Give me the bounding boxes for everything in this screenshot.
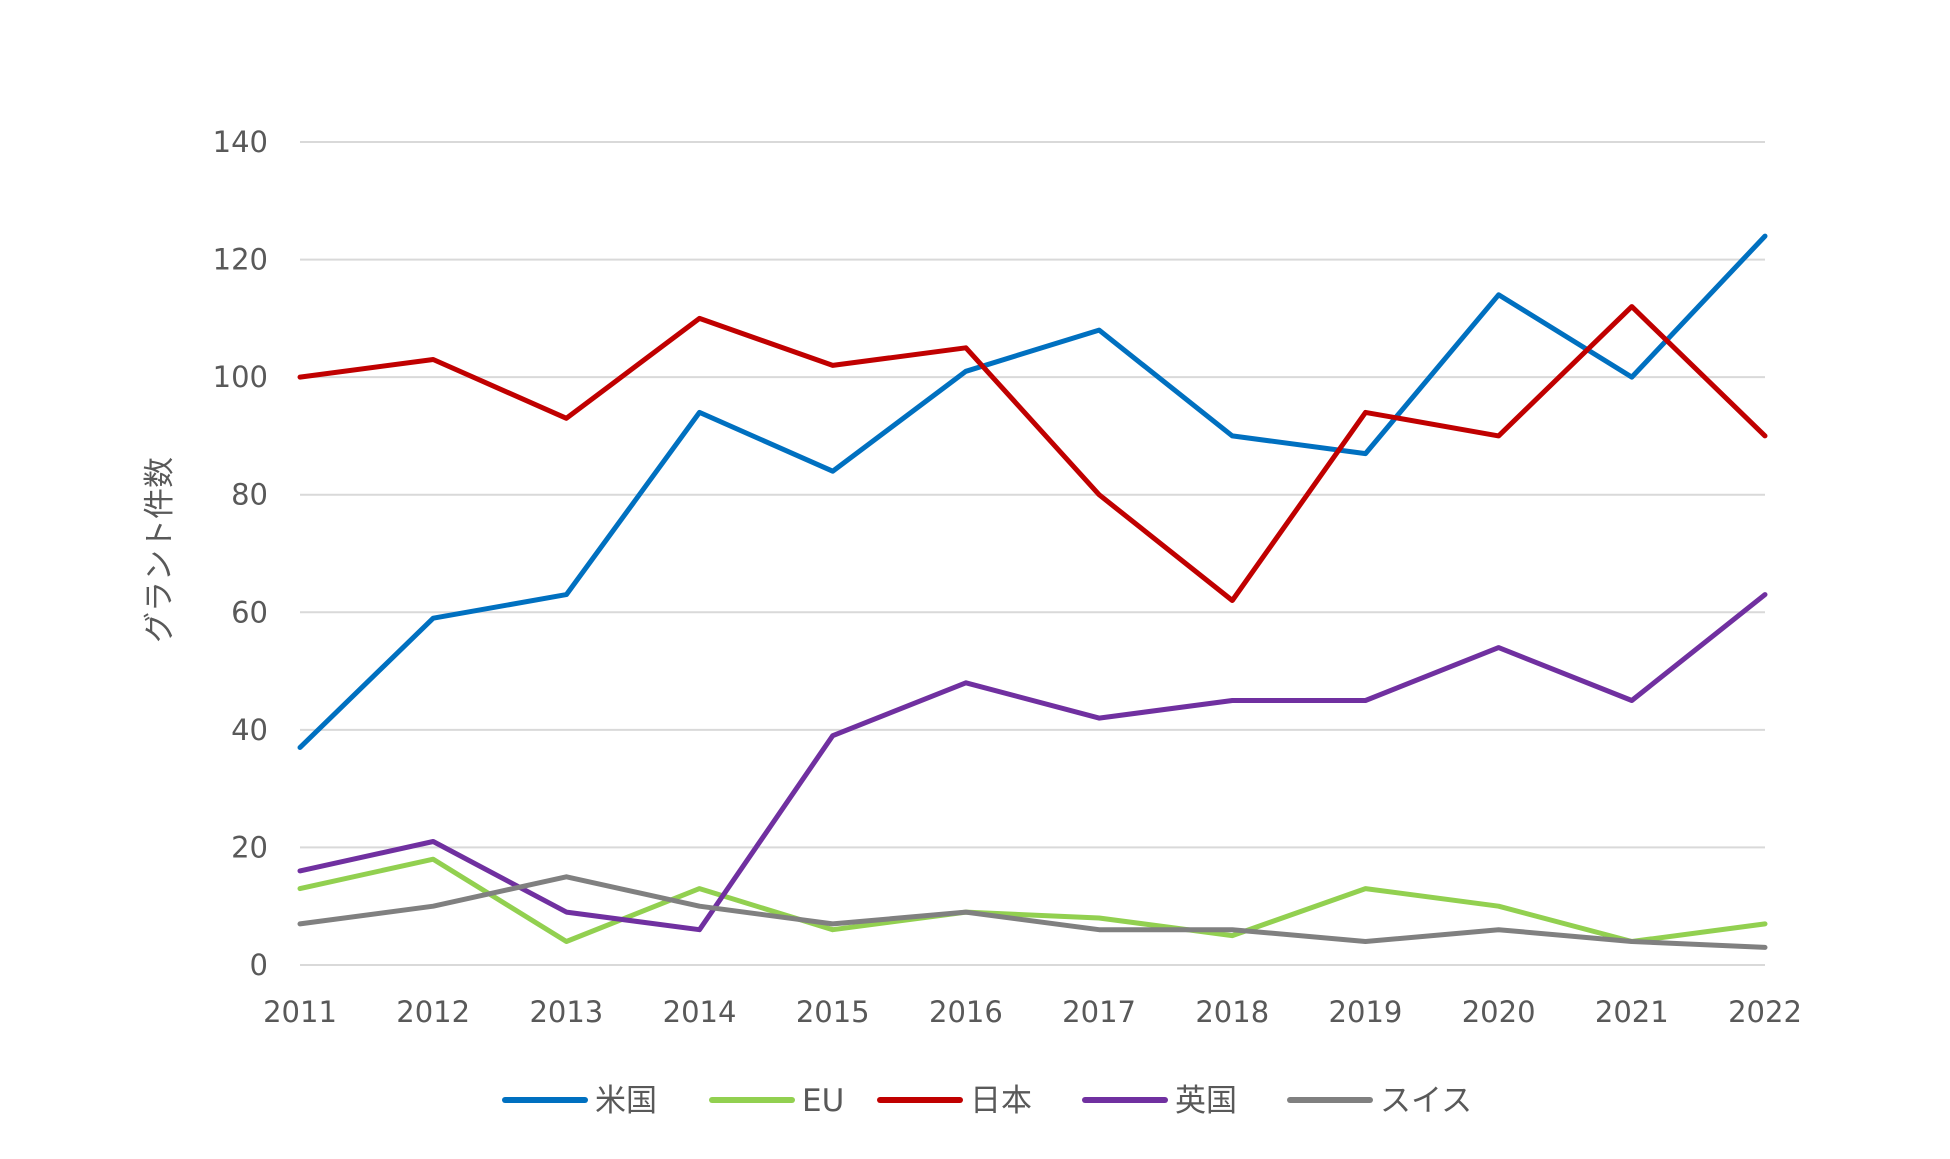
legend-label: 日本	[970, 1083, 1032, 1119]
y-tick-label: 0	[250, 948, 268, 982]
y-tick-label: 60	[231, 595, 268, 629]
legend-label: 英国	[1175, 1083, 1237, 1119]
y-axis-ticks: 0 20 40 60 80 100 120 140	[213, 125, 268, 982]
y-tick-label: 40	[231, 713, 268, 747]
series-line-4	[297, 874, 1768, 950]
legend-item: 英国	[1082, 1083, 1237, 1119]
x-tick-label: 2013	[529, 995, 603, 1029]
legend-item: スイス	[1287, 1083, 1472, 1119]
x-tick-label: 2020	[1462, 995, 1536, 1029]
legend-item: EU	[709, 1083, 844, 1119]
x-axis-ticks: 2011 2012 2013 2014 2015 2016 2017 2018 2019 2020…	[263, 995, 1802, 1029]
x-tick-label: 2012	[396, 995, 470, 1029]
y-tick-label: 140	[213, 125, 268, 159]
x-tick-label: 2021	[1595, 995, 1669, 1029]
legend-item: 米国	[502, 1083, 657, 1119]
x-tick-label: 2022	[1728, 995, 1802, 1029]
gridlines	[300, 141, 1765, 966]
x-tick-label: 2018	[1195, 995, 1269, 1029]
x-tick-label: 2017	[1062, 995, 1136, 1029]
series-line-0	[297, 233, 1768, 750]
y-tick-label: 80	[231, 478, 268, 512]
y-tick-label: 120	[213, 243, 268, 277]
legend-label: EU	[802, 1083, 844, 1119]
y-tick-label: 100	[213, 360, 268, 394]
x-tick-label: 2014	[663, 995, 737, 1029]
series-lines	[297, 233, 1768, 950]
y-tick-label: 20	[231, 830, 268, 864]
series-line-2	[297, 304, 1768, 603]
legend: 米国 EU 日本 英国 スイス	[502, 1083, 1472, 1119]
x-tick-label: 2015	[796, 995, 870, 1029]
series-line-1	[297, 856, 1768, 944]
x-tick-label: 2016	[929, 995, 1003, 1029]
legend-item: 日本	[877, 1083, 1032, 1119]
legend-label: スイス	[1380, 1083, 1472, 1119]
series-line-3	[297, 592, 1768, 933]
legend-label: 米国	[595, 1083, 657, 1119]
x-tick-label: 2011	[263, 995, 337, 1029]
x-tick-label: 2019	[1329, 995, 1403, 1029]
y-axis-label: グラント件数	[142, 457, 178, 643]
